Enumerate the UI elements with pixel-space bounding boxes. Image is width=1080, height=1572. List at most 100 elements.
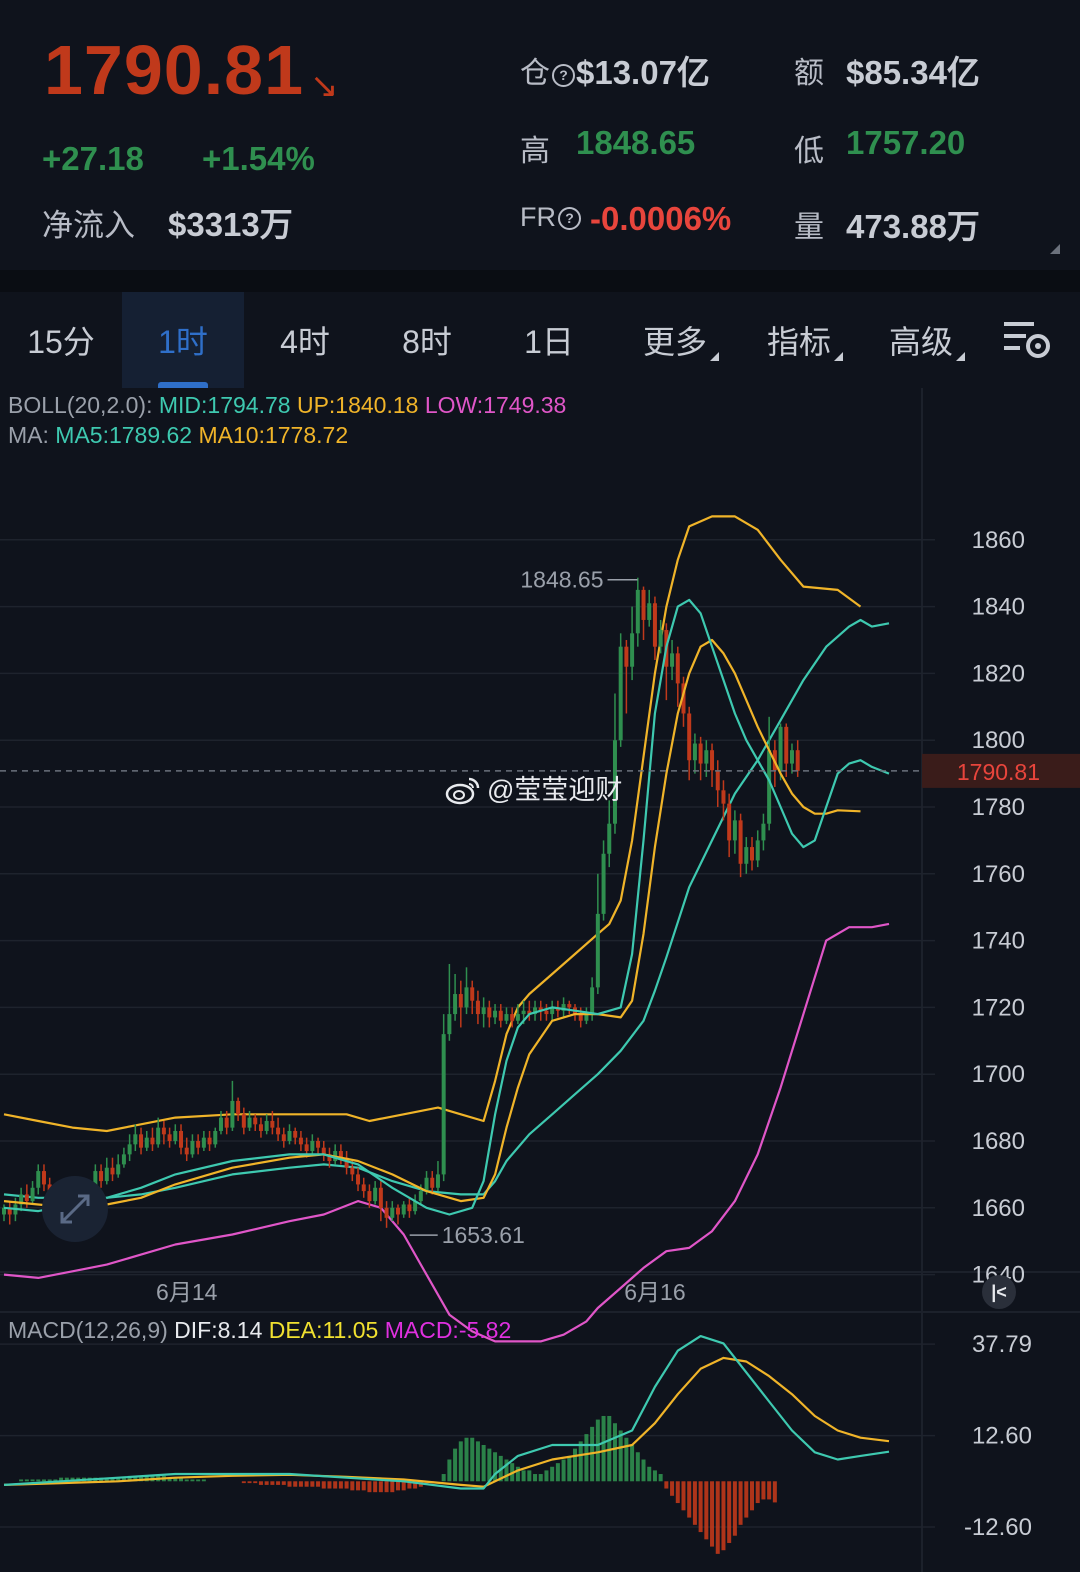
macd-bar [493,1452,498,1482]
candle [761,813,766,851]
candle-body [538,1007,543,1011]
macd-bar [258,1481,263,1485]
macd-bar [201,1479,206,1482]
macd-bar [601,1415,606,1482]
candle-body [384,1207,389,1218]
candle [738,813,743,878]
help-icon[interactable]: ? [558,207,581,231]
candle-body [241,1114,246,1128]
candle [658,619,663,654]
candle-body [784,726,789,764]
candle-body [116,1164,121,1175]
candle [647,589,652,627]
candle [270,1110,275,1135]
candle-body [755,840,760,861]
boll-prefix: BOLL(20,2.0): [8,392,153,418]
macd-bar [310,1481,315,1487]
candle-body [298,1137,303,1145]
price-change-percent: +1.54% [202,140,315,177]
candle-body [127,1144,132,1155]
candle-body [270,1120,275,1128]
macd-bar [732,1481,737,1536]
macd-bar [116,1477,121,1482]
candle [390,1201,395,1222]
candle-body [310,1141,315,1152]
tab-1d[interactable]: 1日 [524,324,574,360]
candle [515,1004,520,1025]
candle-body [173,1130,178,1141]
macd-bar [253,1481,258,1484]
candle-body [190,1141,195,1155]
macd-bar [70,1477,75,1482]
macd-bar [395,1481,400,1491]
macd-bar [276,1481,281,1485]
macd-bar [121,1477,126,1482]
macd-bar [727,1481,732,1543]
candle [281,1127,286,1148]
macd-bar [173,1477,178,1482]
dropdown-caret-icon [834,352,843,361]
candle-body [767,750,772,824]
candle-body [287,1130,292,1141]
candle [475,990,480,1025]
macd-y-tick-label: 12.60 [972,1423,1032,1450]
price-down-arrow-icon: ↘ [310,67,339,105]
macd-bar [184,1479,189,1482]
candle [395,1204,400,1225]
boll-up-line [3,515,862,1133]
x-tick-label: 6月16 [624,1279,685,1305]
macd-bar [327,1481,332,1489]
tab-15m[interactable]: 15分 [27,324,95,360]
candle [287,1124,292,1145]
candle-body [595,913,600,988]
candle-body [692,743,697,761]
open-interest-label[interactable]: 仓? [520,48,575,92]
net-inflow-value: $3313万 [168,206,293,243]
tab-more[interactable]: 更多 [620,292,742,388]
candle-body [156,1127,161,1145]
candle [670,640,675,681]
macd-bar [264,1481,269,1485]
funding-rate-label[interactable]: FR? [520,202,581,233]
candle-body [761,823,766,841]
macd-bar [561,1459,566,1482]
chart-settings-icon[interactable] [1002,318,1052,364]
macd-bar [413,1481,418,1489]
candle-body [24,1194,29,1202]
macd-bar [441,1474,446,1482]
tab-indicators[interactable]: 指标 [744,292,866,388]
candle-body [789,750,794,764]
candle [510,1007,515,1028]
candle-body [567,1004,572,1008]
candle [201,1130,206,1152]
help-icon[interactable]: ? [552,63,575,87]
candle-body [681,683,686,714]
candle-body [373,1187,378,1202]
weibo-logo-icon [445,777,480,805]
tab-8h[interactable]: 8时 [402,324,452,360]
tab-4h[interactable]: 4时 [280,324,330,360]
candle-body [19,1194,24,1205]
candle-body [493,1010,498,1018]
macd-bar [110,1477,115,1482]
tab-advanced[interactable]: 高级 [866,292,988,388]
macd-bar [521,1470,526,1482]
candle-body [624,646,629,667]
boll-low-value: LOW:1749.38 [424,392,567,418]
tab-1h[interactable]: 1时 [122,292,244,388]
macd-dif-value: DIF:8.14 [174,1317,263,1343]
macd-bar [127,1477,132,1482]
macd-bar [647,1466,652,1482]
weibo-watermark: @莹莹迎财 [445,768,622,807]
candle-body [344,1157,349,1168]
macd-bar [675,1481,680,1504]
candle-body [401,1204,406,1215]
candle-body [487,1007,492,1018]
fullscreen-button[interactable] [42,1176,108,1242]
scroll-to-latest-button[interactable]: |< [982,1275,1016,1309]
expand-corner-icon[interactable] [1050,244,1060,254]
macd-bar [338,1481,343,1489]
candle-body [738,820,743,864]
macd-bar [584,1434,589,1482]
